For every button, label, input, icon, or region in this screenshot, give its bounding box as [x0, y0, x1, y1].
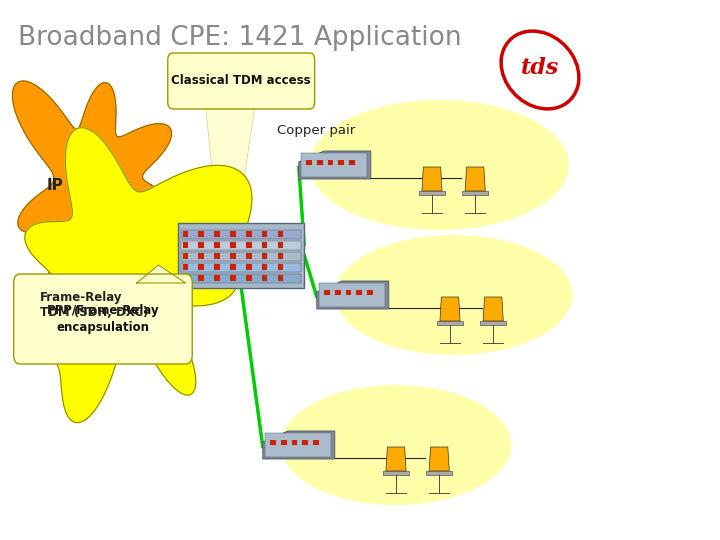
Bar [181, 230, 301, 239]
Bar [317, 160, 323, 165]
Ellipse shape [310, 100, 569, 230]
Text: IP: IP [47, 178, 63, 192]
Bar [278, 264, 284, 270]
Bar [246, 253, 252, 259]
Bar [183, 275, 188, 281]
Bar [270, 440, 276, 445]
Bar [198, 264, 204, 270]
Bar [278, 242, 284, 248]
Bar [306, 160, 312, 165]
Bar [198, 242, 204, 248]
Bar [230, 275, 235, 281]
Polygon shape [429, 447, 449, 471]
Polygon shape [317, 281, 389, 309]
Bar [181, 240, 301, 249]
Bar [313, 440, 319, 445]
Bar [302, 440, 308, 445]
Polygon shape [422, 167, 442, 191]
Polygon shape [299, 151, 371, 179]
Bar [262, 275, 267, 281]
Polygon shape [205, 102, 256, 245]
Bar [383, 470, 409, 475]
Bar [214, 242, 220, 248]
Bar [214, 275, 220, 281]
Bar [324, 290, 330, 295]
Bar [419, 191, 445, 195]
Bar [246, 231, 252, 237]
Bar [335, 290, 341, 295]
Bar [292, 440, 297, 445]
Bar [319, 283, 385, 307]
Bar [437, 321, 463, 325]
Bar [480, 321, 506, 325]
Text: Classical TDM access: Classical TDM access [171, 74, 311, 87]
FancyBboxPatch shape [178, 222, 304, 287]
Bar [230, 253, 235, 259]
Bar [230, 242, 235, 248]
Bar [426, 470, 452, 475]
Bar [230, 264, 235, 270]
Bar [278, 275, 284, 281]
Bar [281, 440, 287, 445]
Text: Frame-Relay
TDM (SDH, DXC): Frame-Relay TDM (SDH, DXC) [40, 291, 148, 319]
Bar [230, 231, 235, 237]
Polygon shape [386, 447, 406, 471]
Text: Broadband solutions & services: Broadband solutions & services [701, 294, 706, 394]
Bar [183, 231, 188, 237]
Bar [214, 253, 220, 259]
Bar [181, 262, 301, 272]
Polygon shape [440, 297, 460, 321]
Polygon shape [263, 431, 335, 459]
Bar [262, 253, 267, 259]
Text: 92: 92 [697, 15, 711, 25]
Bar [462, 191, 488, 195]
Text: TELINNUS: TELINNUS [701, 502, 706, 530]
Bar [183, 253, 188, 259]
Bar [338, 160, 344, 165]
Bar [367, 290, 373, 295]
Bar [198, 275, 204, 281]
Bar [328, 160, 333, 165]
Ellipse shape [281, 385, 511, 505]
Text: Broadband CPE: 1421 Application: Broadband CPE: 1421 Application [18, 25, 462, 51]
Polygon shape [12, 81, 183, 312]
Bar [262, 242, 267, 248]
Bar [214, 231, 220, 237]
Bar [278, 231, 284, 237]
Text: tds: tds [521, 57, 559, 79]
Bar [198, 231, 204, 237]
Bar [214, 264, 220, 270]
Bar [183, 264, 188, 270]
Bar [246, 242, 252, 248]
Bar [262, 231, 267, 237]
Bar [265, 433, 331, 457]
Bar [349, 160, 355, 165]
Bar [246, 275, 252, 281]
Bar [183, 242, 188, 248]
Text: 11/23/2020: 11/23/2020 [701, 137, 707, 178]
Bar [181, 273, 301, 282]
Text: PPP/Frame-Relay
encapsulation: PPP/Frame-Relay encapsulation [47, 304, 159, 334]
Ellipse shape [335, 235, 572, 355]
Bar [262, 264, 267, 270]
Bar [346, 290, 351, 295]
Polygon shape [137, 265, 186, 283]
Text: Copper pair: Copper pair [277, 124, 356, 137]
Bar [278, 253, 284, 259]
Polygon shape [483, 297, 503, 321]
FancyBboxPatch shape [168, 53, 315, 109]
Bar [246, 264, 252, 270]
Bar [356, 290, 362, 295]
Bar [181, 252, 301, 260]
Polygon shape [465, 167, 485, 191]
Ellipse shape [501, 31, 579, 109]
Bar [198, 253, 204, 259]
Bar [301, 153, 367, 177]
FancyBboxPatch shape [14, 274, 192, 364]
Polygon shape [19, 128, 252, 423]
